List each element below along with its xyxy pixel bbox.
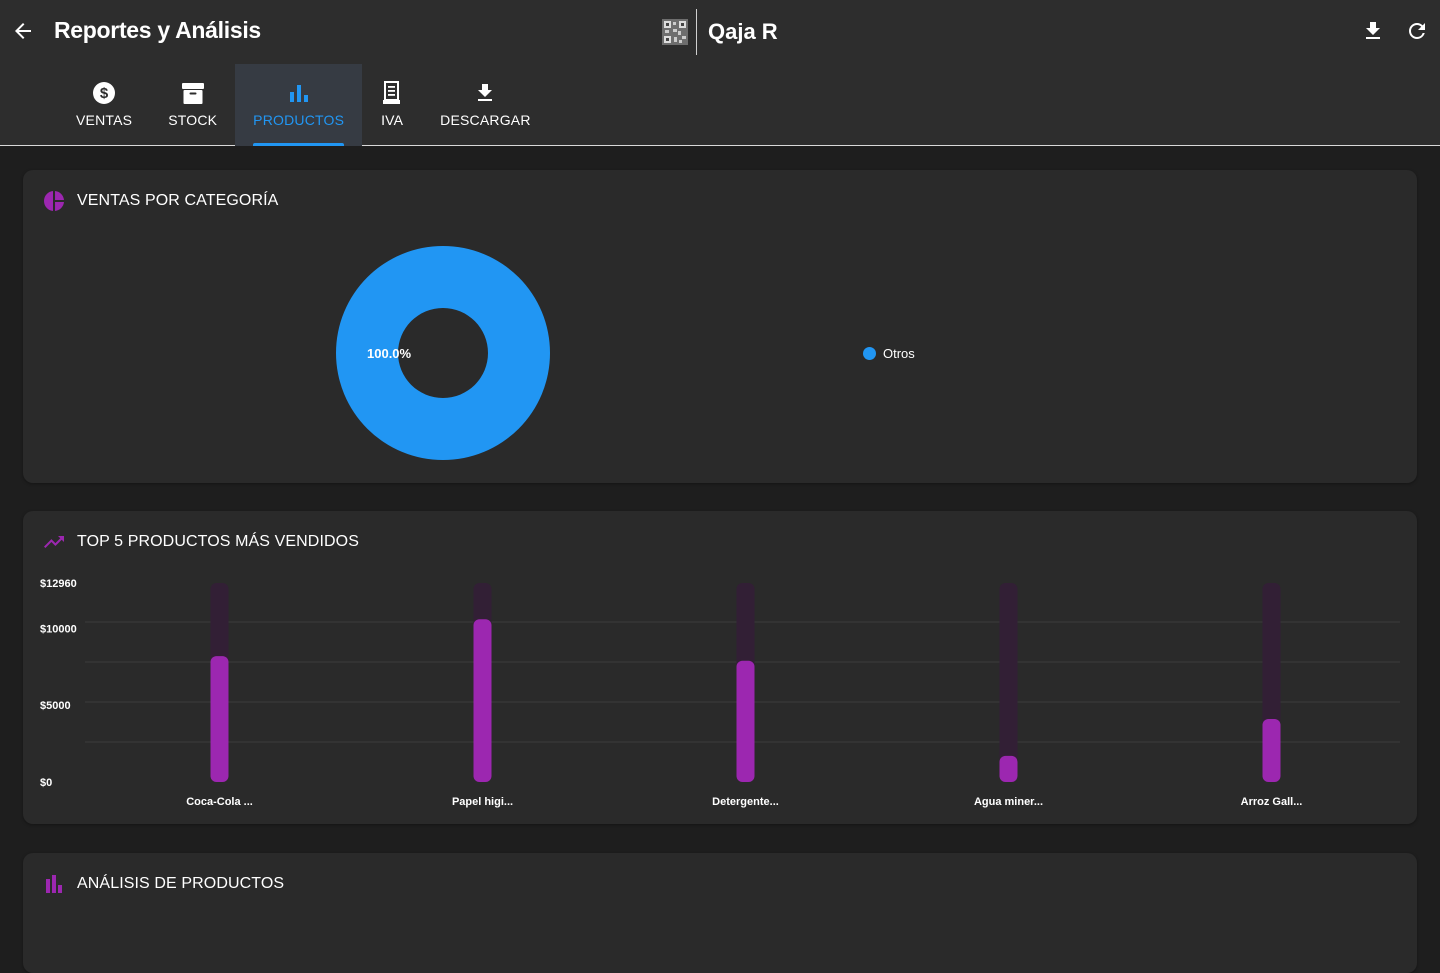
x-tick-label: Detergente... — [712, 796, 779, 808]
tab-label: IVA — [381, 112, 404, 128]
qr-code-logo — [660, 17, 690, 47]
tab-stock[interactable]: STOCK — [150, 64, 235, 146]
pie-chart-icon — [44, 191, 64, 211]
donut-slice-label: 100.0% — [367, 346, 412, 361]
category-donut-chart: 100.0% — [335, 245, 551, 461]
download-icon — [1366, 22, 1380, 39]
receipt-icon — [383, 81, 401, 104]
bar[interactable] — [736, 660, 755, 782]
bar-chart-icon — [46, 875, 62, 893]
report-tabs: $ VENTAS STOCK P — [58, 64, 549, 146]
bar[interactable] — [473, 619, 492, 782]
tab-descargar[interactable]: DESCARGAR — [422, 64, 548, 146]
refresh-button[interactable] — [1404, 18, 1430, 44]
x-tick-label: Coca-Cola ... — [186, 796, 253, 808]
tab-label: STOCK — [168, 112, 218, 128]
x-tick-label: Papel higi... — [452, 796, 513, 808]
bar-track — [999, 583, 1018, 782]
back-button[interactable] — [10, 18, 36, 44]
brand-divider — [696, 9, 697, 55]
card-title: TOP 5 PRODUCTOS MÁS VENDIDOS — [77, 533, 359, 550]
card-title: ANÁLISIS DE PRODUCTOS — [77, 875, 285, 892]
tab-label: VENTAS — [76, 112, 133, 128]
bar-chart-icon — [289, 85, 308, 102]
tab-label: PRODUCTOS — [253, 112, 345, 128]
download-icon — [478, 84, 493, 101]
dollar-circle-icon: $ — [93, 82, 116, 104]
product-analysis-card: ANÁLISIS DE PRODUCTOS — [23, 853, 1417, 973]
svg-text:$: $ — [100, 85, 109, 102]
tab-iva[interactable]: IVA — [362, 64, 422, 146]
sales-by-category-card: VENTAS POR CATEGORÍA 100.0% Otros — [23, 170, 1417, 483]
trending-up-icon — [44, 536, 64, 548]
tab-ventas[interactable]: $ VENTAS — [58, 64, 150, 146]
chart-legend: Otros — [863, 346, 915, 361]
tab-label: DESCARGAR — [440, 112, 531, 128]
y-tick-label: $5000 — [40, 700, 71, 712]
arrow-left-icon — [15, 23, 31, 39]
top-products-bar-chart: $0 $5000 $10000 $12960 Coca-Cola ... Papel h… — [40, 578, 1400, 808]
app-header: Reportes y Análisis Qaja R — [0, 0, 1440, 146]
card-title: VENTAS POR CATEGORÍA — [77, 192, 279, 209]
refresh-icon — [1409, 23, 1425, 39]
download-button[interactable] — [1360, 18, 1386, 44]
y-tick-label: $12960 — [40, 578, 77, 590]
archive-box-icon — [181, 83, 204, 104]
y-tick-label: $10000 — [40, 623, 77, 635]
brand: Qaja R — [660, 8, 778, 56]
page-title: Reportes y Análisis — [54, 17, 261, 43]
legend-swatch — [863, 347, 876, 360]
card-header: ANÁLISIS DE PRODUCTOS — [41, 871, 284, 897]
card-header: TOP 5 PRODUCTOS MÁS VENDIDOS — [41, 529, 359, 555]
legend-label: Otros — [883, 346, 915, 361]
bar[interactable] — [210, 656, 229, 782]
donut-slice[interactable] — [335, 245, 551, 461]
y-tick-label: $0 — [40, 777, 52, 789]
x-tick-label: Arroz Gall... — [1241, 796, 1303, 808]
bar[interactable] — [1262, 719, 1281, 782]
top-products-card: TOP 5 PRODUCTOS MÁS VENDIDOS $0 $5000 $100… — [23, 511, 1417, 824]
bar[interactable] — [999, 755, 1018, 782]
card-header: VENTAS POR CATEGORÍA — [41, 188, 278, 214]
tab-productos[interactable]: PRODUCTOS — [235, 64, 363, 146]
x-tick-label: Agua miner... — [974, 796, 1043, 808]
brand-name: Qaja R — [708, 19, 778, 44]
